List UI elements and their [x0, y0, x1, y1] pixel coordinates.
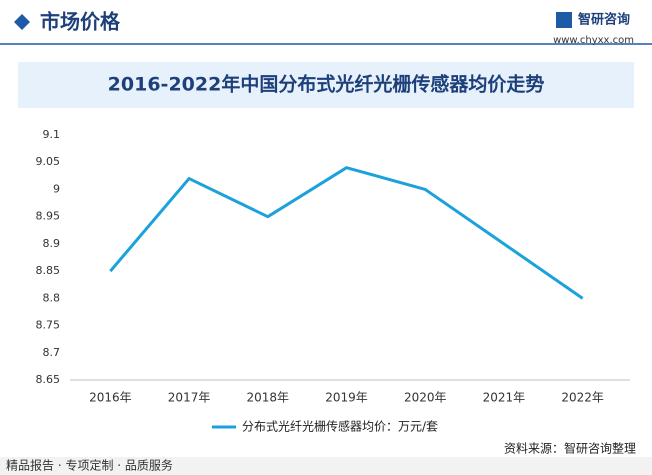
- footer: 精品报告 · 专项定制 · 品质服务: [6, 458, 173, 473]
- y-tick-label: 9: [53, 182, 60, 195]
- y-tick-label: 8.85: [36, 264, 61, 277]
- y-tick-label: 8.75: [36, 319, 61, 332]
- y-tick-label: 8.9: [43, 237, 61, 250]
- y-tick-label: 8.65: [36, 373, 61, 386]
- y-tick-label: 8.95: [36, 210, 61, 223]
- x-tick-label: 2018年: [247, 391, 290, 405]
- brand-logo: [556, 12, 572, 28]
- x-tick-label: 2016年: [89, 391, 132, 405]
- header-diamond: [14, 14, 30, 30]
- x-tick-label: 2019年: [325, 391, 368, 405]
- title-box: [18, 62, 634, 108]
- y-tick-label: 8.7: [43, 346, 61, 359]
- y-tick-label: 8.8: [43, 291, 61, 304]
- source: 资料来源：智研咨询整理: [504, 441, 636, 456]
- x-tick-label: 2021年: [483, 391, 526, 405]
- legend-label: 分布式光纤光栅传感器均价：万元/套: [242, 419, 438, 434]
- header-title: 市场价格: [40, 10, 121, 34]
- chart-title: 2016-2022年中国分布式光纤光栅传感器均价走势: [108, 73, 545, 96]
- brand-name: 智研咨询: [578, 12, 630, 28]
- x-tick-label: 2022年: [561, 391, 604, 405]
- y-tick-label: 9.05: [36, 155, 61, 168]
- x-tick-label: 2017年: [168, 391, 211, 405]
- brand-url: www.chyxx.com: [553, 35, 634, 46]
- y-tick-label: 9.1: [43, 128, 61, 141]
- line-series: [109, 166, 584, 300]
- x-tick-label: 2020年: [404, 391, 447, 405]
- footer-bar: [0, 457, 652, 475]
